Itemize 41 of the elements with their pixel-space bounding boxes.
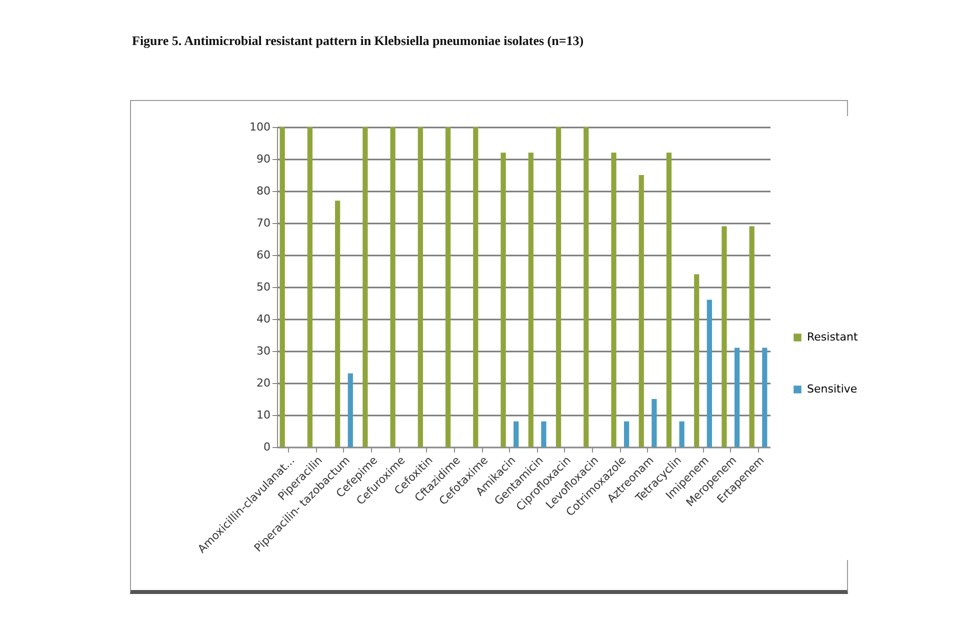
bar [390,127,396,447]
bar [611,152,616,447]
y-tick-label: 60 [256,248,270,262]
bar [666,152,672,447]
bar [679,421,684,447]
bar [694,274,700,447]
y-tick-label: 20 [256,376,270,390]
bar [734,348,740,447]
bar [528,152,534,447]
bar [348,373,353,447]
bar [445,127,451,447]
y-tick-label: 40 [256,312,270,326]
legend-label: Resistant [807,330,858,344]
bar [541,421,546,447]
bar [624,421,630,447]
y-tick-label: 10 [256,408,270,422]
bar [473,127,478,447]
bar [584,127,589,447]
bar [335,200,340,447]
y-tick-label: 0 [264,440,270,454]
bar [749,226,754,447]
bar [556,127,562,447]
y-tick-label: 70 [256,216,270,230]
y-tick-label: 100 [250,120,270,134]
legend-label: Sensitive [807,382,858,396]
bar [307,127,313,447]
bar [418,127,423,447]
y-tick-label: 90 [256,152,270,166]
bar [722,226,727,447]
bar [706,300,712,447]
chart-title: Figure 5. Antimicrobial resistant pattern in Klebsiella pneumoniae isolates (n=13) [132,33,584,49]
bar [762,348,768,447]
bar [652,399,657,447]
bar [280,127,285,447]
y-tick-label: 30 [256,344,270,358]
bar [514,421,519,447]
bar [362,127,368,447]
bar [638,175,644,447]
bar [500,152,506,447]
y-tick-label: 50 [256,280,270,294]
y-tick-label: 80 [256,184,270,198]
